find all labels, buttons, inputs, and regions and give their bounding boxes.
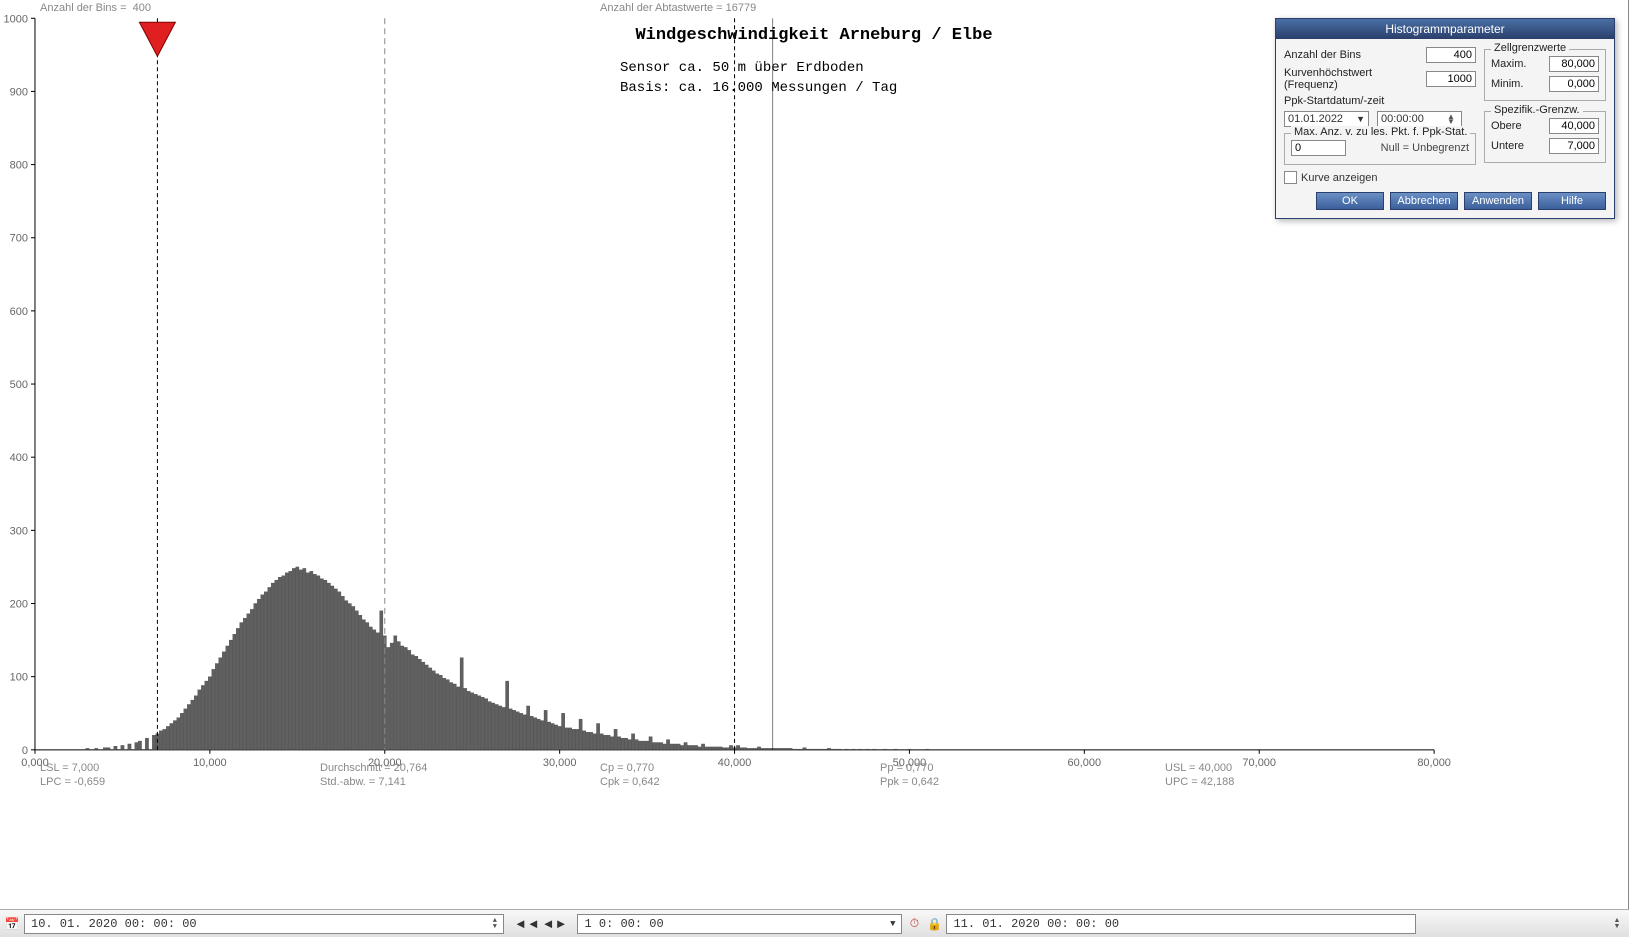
expand-icon[interactable]: ▲▼ — [1609, 916, 1625, 932]
dialog-title: Histogrammparameter — [1276, 19, 1614, 39]
bins-input[interactable] — [1426, 47, 1476, 63]
freq-input[interactable] — [1426, 71, 1476, 87]
help-button[interactable]: Hilfe — [1538, 192, 1606, 210]
svg-text:100: 100 — [10, 672, 28, 684]
maxread-legend: Max. Anz. v. zu les. Pkt. f. Ppk-Stat. — [1291, 126, 1470, 138]
ppk-date-input[interactable]: 01.01.2022 ▼ — [1284, 111, 1369, 127]
svg-text:0: 0 — [22, 745, 28, 757]
chevron-down-icon: ▼ — [890, 919, 895, 929]
cell-max-label: Maxim. — [1491, 58, 1545, 70]
stats-row: LSL = 7,000Durchschnitt = 20,764Cp = 0,7… — [0, 762, 1628, 792]
cancel-button[interactable]: Abbrechen — [1390, 192, 1458, 210]
ppk-date-label: Ppk-Startdatum/-zeit — [1284, 95, 1476, 107]
svg-text:500: 500 — [10, 379, 28, 391]
timespan-input[interactable]: 1 0: 00: 00 ▼ — [577, 914, 902, 934]
spec-upper-label: Obere — [1491, 120, 1545, 132]
histogram-params-dialog: Histogrammparameter Anzahl der Bins Kurv… — [1275, 18, 1615, 219]
arrow-both-icon[interactable]: ◄► — [542, 916, 568, 931]
ppk-time-input[interactable]: 00:00:00 ▲▼ — [1377, 111, 1462, 127]
svg-text:700: 700 — [10, 233, 28, 245]
apply-button[interactable]: Anwenden — [1464, 192, 1532, 210]
cell-limits-legend: Zellgrenzwerte — [1491, 42, 1569, 54]
start-datetime-input[interactable]: 10. 01. 2020 00: 00: 00 ▲▼ — [24, 914, 504, 934]
maxread-input[interactable] — [1291, 140, 1346, 156]
spec-lower-label: Untere — [1491, 140, 1545, 152]
calendar-icon[interactable]: 📅 — [4, 916, 20, 932]
nav-arrows[interactable]: ◄◄ ◄► — [508, 916, 573, 931]
arrow-left-icon[interactable]: ◄◄ — [514, 916, 540, 931]
svg-text:400: 400 — [10, 452, 28, 464]
show-curve-checkbox[interactable] — [1284, 171, 1297, 184]
cell-min-input[interactable] — [1549, 76, 1599, 92]
freq-label: Kurvenhöchstwert (Frequenz) — [1284, 67, 1422, 91]
ok-button[interactable]: OK — [1316, 192, 1384, 210]
spinner-icon: ▲▼ — [1447, 114, 1458, 124]
svg-text:900: 900 — [10, 86, 28, 98]
spec-limits-legend: Spezifik.-Grenzw. — [1491, 104, 1583, 116]
svg-text:800: 800 — [10, 160, 28, 172]
svg-text:600: 600 — [10, 306, 28, 318]
cell-min-label: Minim. — [1491, 78, 1545, 90]
chevron-down-icon: ▼ — [1356, 114, 1365, 124]
lock-icon[interactable]: 🔒 — [926, 916, 942, 932]
clock-icon[interactable]: ⏱ — [906, 916, 922, 932]
cell-max-input[interactable] — [1549, 56, 1599, 72]
svg-text:200: 200 — [10, 599, 28, 611]
bottom-toolbar: 📅 10. 01. 2020 00: 00: 00 ▲▼ ◄◄ ◄► 1 0: … — [0, 909, 1629, 937]
svg-text:300: 300 — [10, 525, 28, 537]
maxread-note: Null = Unbegrenzt — [1350, 142, 1469, 154]
show-curve-label: Kurve anzeigen — [1301, 172, 1377, 184]
bins-label: Anzahl der Bins — [1284, 49, 1422, 61]
spec-lower-input[interactable] — [1549, 138, 1599, 154]
spec-upper-input[interactable] — [1549, 118, 1599, 134]
end-datetime-input[interactable]: 11. 01. 2020 00: 00: 00 — [946, 914, 1416, 934]
svg-text:1000: 1000 — [4, 13, 28, 25]
spinner-icon: ▲▼ — [493, 918, 497, 930]
